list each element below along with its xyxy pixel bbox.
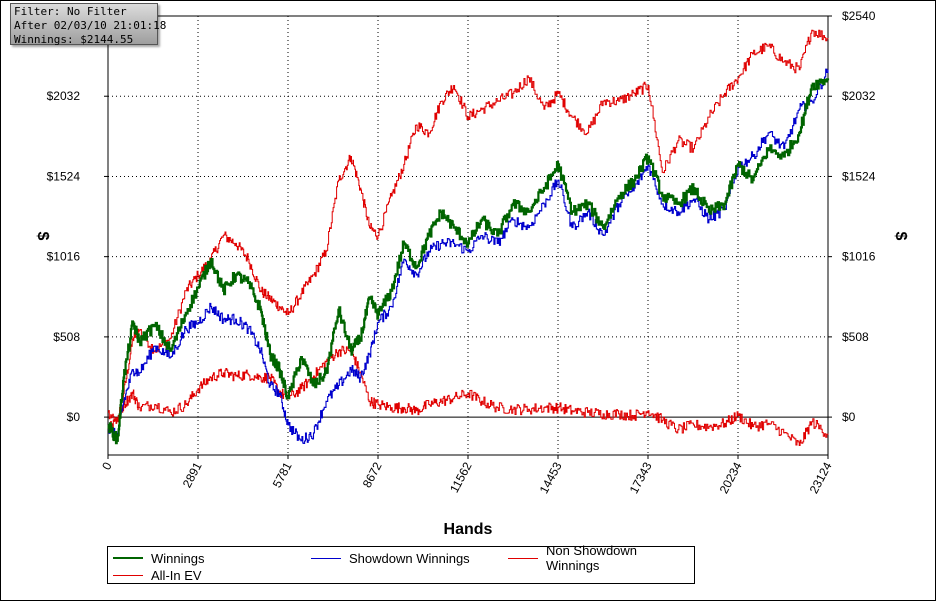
legend-swatch-winnings [113, 557, 143, 559]
info-box: Filter: No Filter After 02/03/10 21:01:1… [10, 3, 167, 46]
legend-label-winnings: Winnings [151, 550, 205, 566]
x-tick-label: 14453 [537, 460, 565, 496]
legend-item-non-showdown-winnings: Non Showdown Winnings [508, 543, 694, 573]
y-axis-title-left: $ [34, 232, 51, 241]
y-tick-label-right: $2032 [842, 89, 876, 103]
legend-label-all-in-ev: All-In EV [151, 567, 202, 583]
x-tick-label: 5781 [270, 460, 295, 490]
chart-legend: Winnings Showdown Winnings Non Showdown … [107, 543, 695, 584]
x-tick-label: 23124 [807, 460, 835, 496]
y-tick-label-right: $1524 [842, 169, 876, 183]
legend-swatch-non-showdown-winnings [508, 557, 538, 559]
line-showdown-winnings [108, 68, 829, 444]
legend-item-showdown-winnings: Showdown Winnings [311, 549, 470, 567]
y-tick-label-right: $1016 [842, 250, 876, 264]
legend-swatch-showdown-winnings [311, 557, 341, 559]
legend-swatch-all-in-ev [113, 574, 143, 576]
legend-label-non-showdown-winnings: Non Showdown Winnings [545, 543, 638, 573]
y-tick-label-left: $1524 [47, 169, 81, 183]
after-date-text: After 02/03/10 21:01:18 [14, 19, 167, 32]
legend-label-showdown-winnings: Showdown Winnings [349, 550, 470, 566]
x-tick-label: 2891 [180, 460, 205, 490]
y-tick-label-left: $0 [67, 410, 81, 424]
line-non-showdown-winnings [108, 345, 829, 446]
legend-item-all-in-ev: All-In EV [113, 566, 202, 584]
y-tick-label-right: $2540 [842, 9, 876, 23]
winnings-text: Winnings: $2144.55 [14, 33, 134, 46]
x-tick-label: 8672 [360, 460, 385, 490]
x-tick-label: 0 [99, 460, 115, 473]
y-tick-label-left: $1016 [47, 250, 81, 264]
y-axis-title-right: $ [892, 232, 909, 241]
x-tick-label: 20234 [717, 460, 745, 496]
x-axis-title: Hands [444, 521, 493, 538]
legend-item-winnings: Winnings [113, 549, 204, 567]
plot-area-border [107, 15, 829, 456]
y-tick-label-left: $508 [53, 330, 80, 344]
x-tick-label: 11562 [447, 460, 475, 496]
line-winnings [107, 78, 830, 445]
y-tick-label-right: $0 [842, 410, 856, 424]
y-tick-label-left: $2032 [47, 89, 81, 103]
x-tick-label: 17343 [627, 460, 655, 496]
line-all-in-ev [108, 29, 829, 431]
y-tick-label-right: $508 [842, 330, 869, 344]
filter-text: Filter: No Filter [14, 5, 127, 18]
